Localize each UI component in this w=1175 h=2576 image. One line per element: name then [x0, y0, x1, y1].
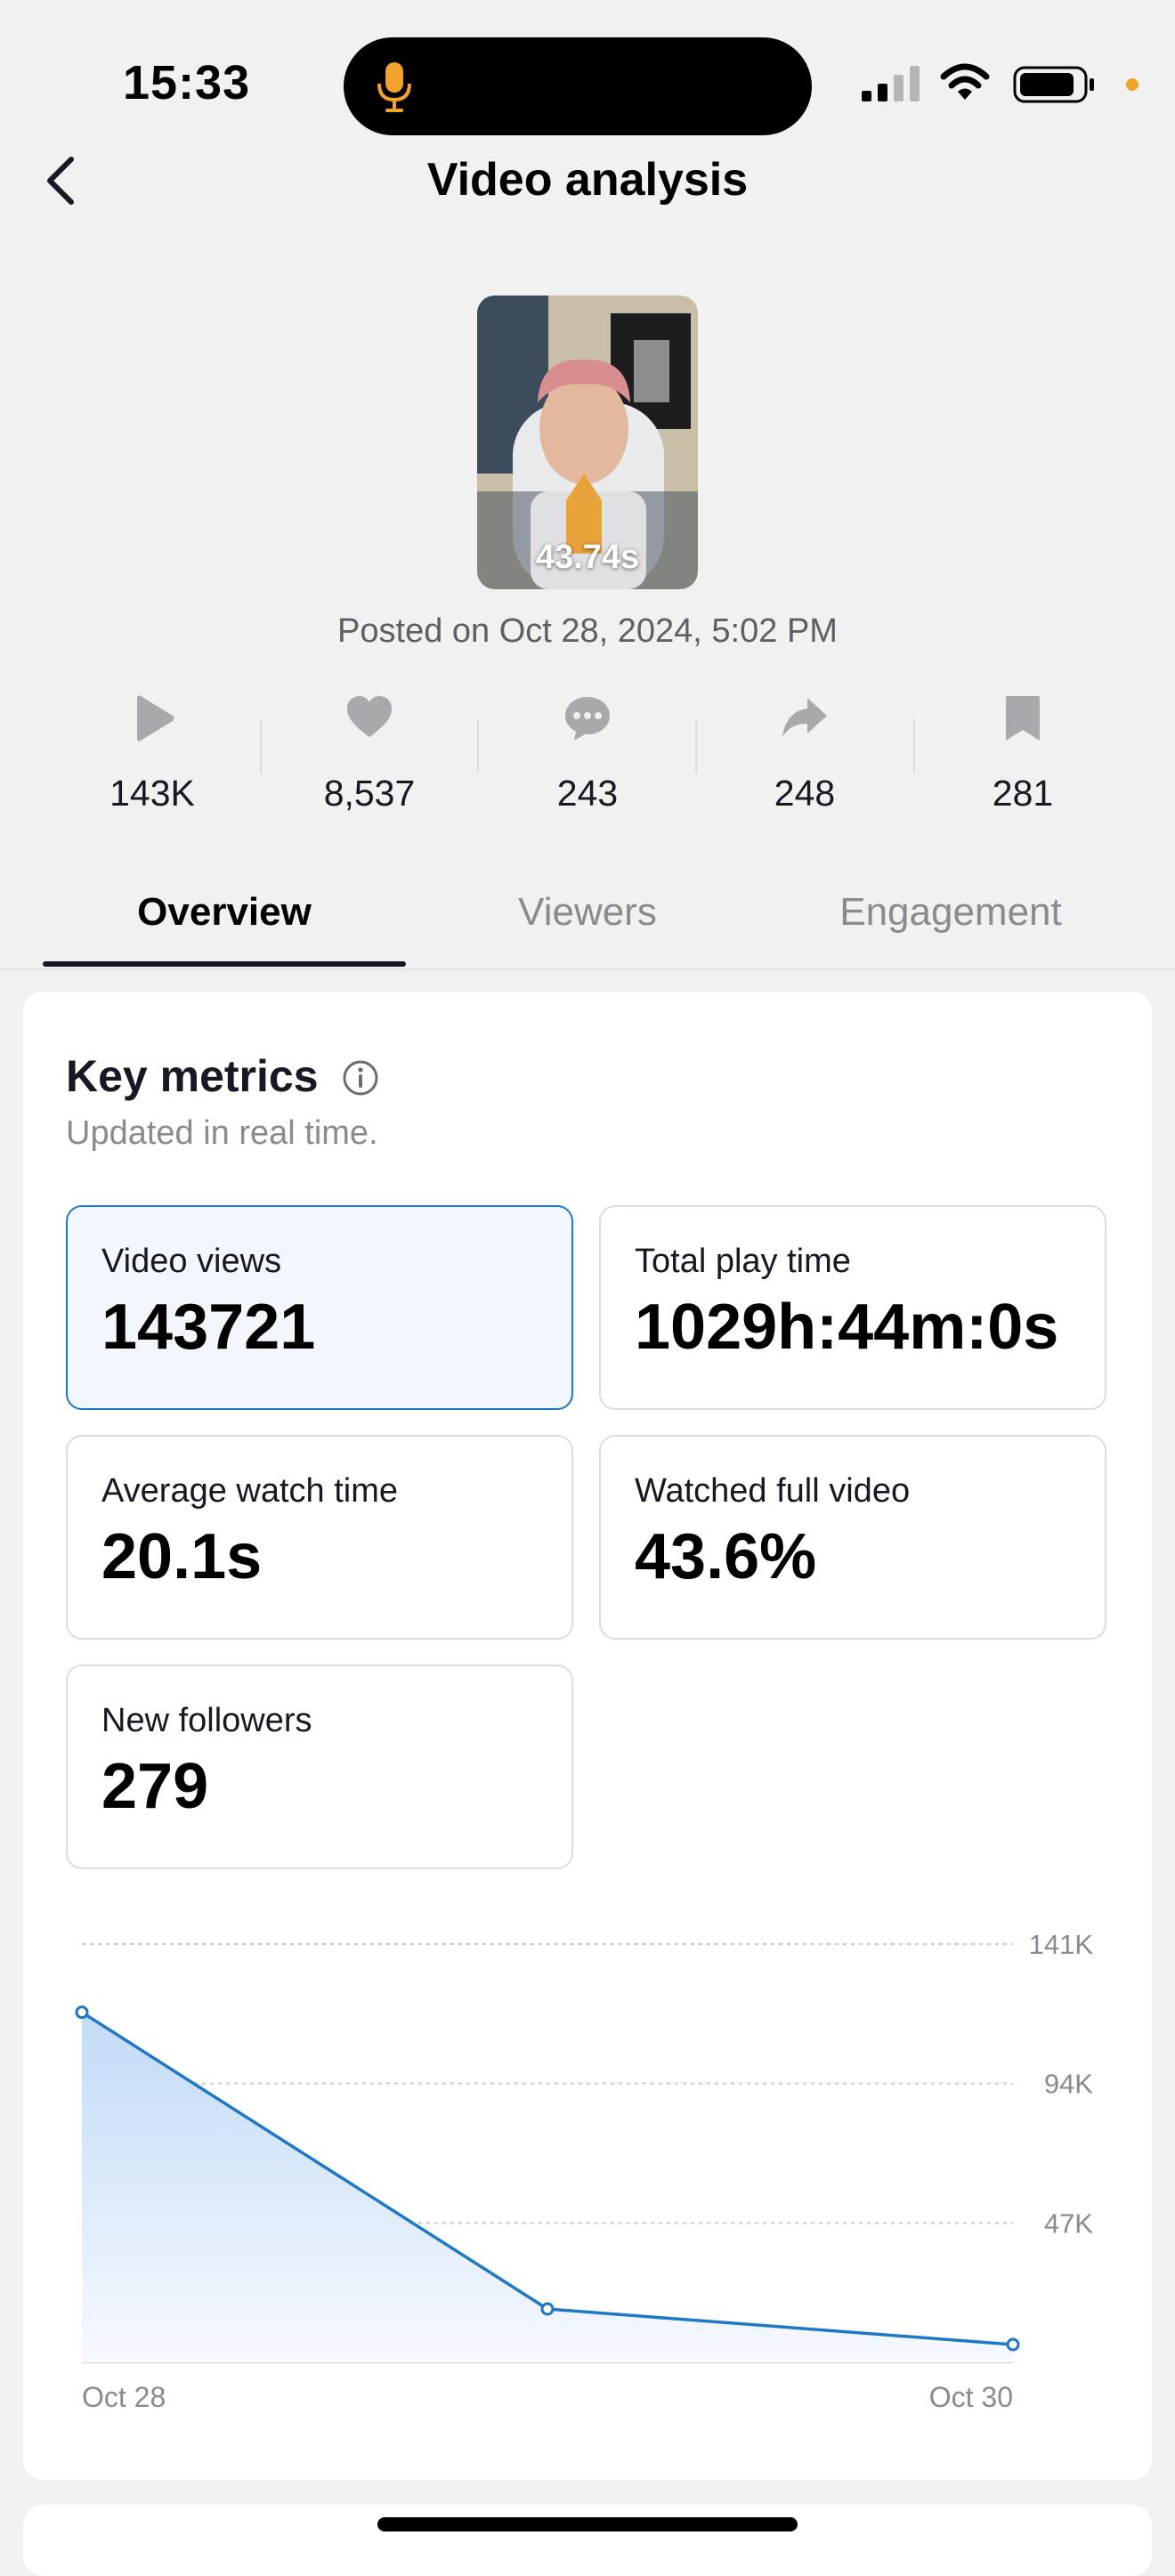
page-title: Video analysis — [426, 154, 749, 206]
dynamic-island — [344, 37, 812, 135]
stat-views[interactable]: 143K — [43, 694, 262, 828]
wifi-icon — [940, 63, 990, 100]
home-indicator[interactable] — [377, 2517, 798, 2531]
key-metrics-subtitle: Updated in real time. — [66, 1114, 378, 1152]
video-duration: 43.74s — [535, 539, 640, 576]
metric-value: 279 — [101, 1751, 209, 1822]
microphone-icon — [377, 62, 411, 112]
stat-shares[interactable]: 248 — [695, 694, 914, 828]
stat-comments-value: 243 — [556, 773, 619, 814]
stat-likes[interactable]: 8,537 — [260, 694, 479, 828]
chevron-left-icon — [47, 157, 74, 205]
metric-label: Average watch time — [101, 1472, 399, 1510]
stat-likes-value: 8,537 — [323, 773, 416, 814]
stat-saves-value: 281 — [992, 773, 1054, 814]
stat-views-value: 143K — [109, 773, 195, 814]
thumbnail-image — [477, 296, 698, 589]
stat-divider — [913, 719, 915, 773]
bookmark-icon — [1006, 696, 1040, 741]
metric-label: New followers — [101, 1702, 312, 1739]
stat-divider — [260, 719, 262, 773]
metric-value: 143721 — [101, 1292, 316, 1363]
stat-saves[interactable]: 281 — [913, 694, 1132, 828]
next-card — [23, 2505, 1152, 2576]
metric-new-followers[interactable]: New followers 279 — [66, 1665, 573, 1869]
back-button[interactable] — [34, 150, 87, 212]
tab-viewers[interactable]: Viewers — [518, 890, 657, 934]
metric-value: 43.6% — [635, 1521, 817, 1592]
tab-engagement[interactable]: Engagement — [839, 890, 1062, 934]
metric-label: Watched full video — [635, 1472, 911, 1510]
stat-divider — [477, 719, 479, 773]
stat-shares-value: 248 — [774, 773, 836, 814]
metric-label: Video views — [101, 1243, 282, 1280]
stat-divider — [695, 719, 697, 773]
status-time: 15:33 — [123, 56, 251, 109]
comment-icon — [565, 697, 610, 741]
info-icon[interactable] — [342, 1059, 379, 1097]
stat-comments[interactable]: 243 — [478, 694, 697, 828]
metric-label: Total play time — [635, 1243, 851, 1280]
share-icon — [782, 698, 827, 737]
tabs-divider — [0, 968, 1175, 970]
metric-average-watch-time[interactable]: Average watch time 20.1s — [66, 1435, 573, 1640]
metric-watched-full-video[interactable]: Watched full video 43.6% — [599, 1435, 1106, 1640]
signal-icon — [862, 66, 920, 101]
metric-value: 20.1s — [101, 1521, 263, 1592]
active-tab-indicator — [43, 961, 406, 967]
key-metrics-title: Key metrics — [66, 1051, 319, 1101]
posted-date: Posted on Oct 28, 2024, 5:02 PM — [337, 612, 838, 650]
heart-icon — [347, 696, 392, 737]
tab-overview[interactable]: Overview — [137, 890, 312, 934]
metric-value: 1029h:44m:0s — [635, 1292, 1059, 1363]
video-thumbnail[interactable]: 43.74s — [477, 296, 698, 589]
metric-video-views[interactable]: Video views 143721 — [66, 1205, 573, 1410]
battery-icon — [1013, 66, 1094, 103]
metric-total-play-time[interactable]: Total play time 1029h:44m:0s — [599, 1205, 1106, 1410]
privacy-indicator-dot — [1126, 78, 1139, 91]
play-icon — [137, 695, 174, 741]
